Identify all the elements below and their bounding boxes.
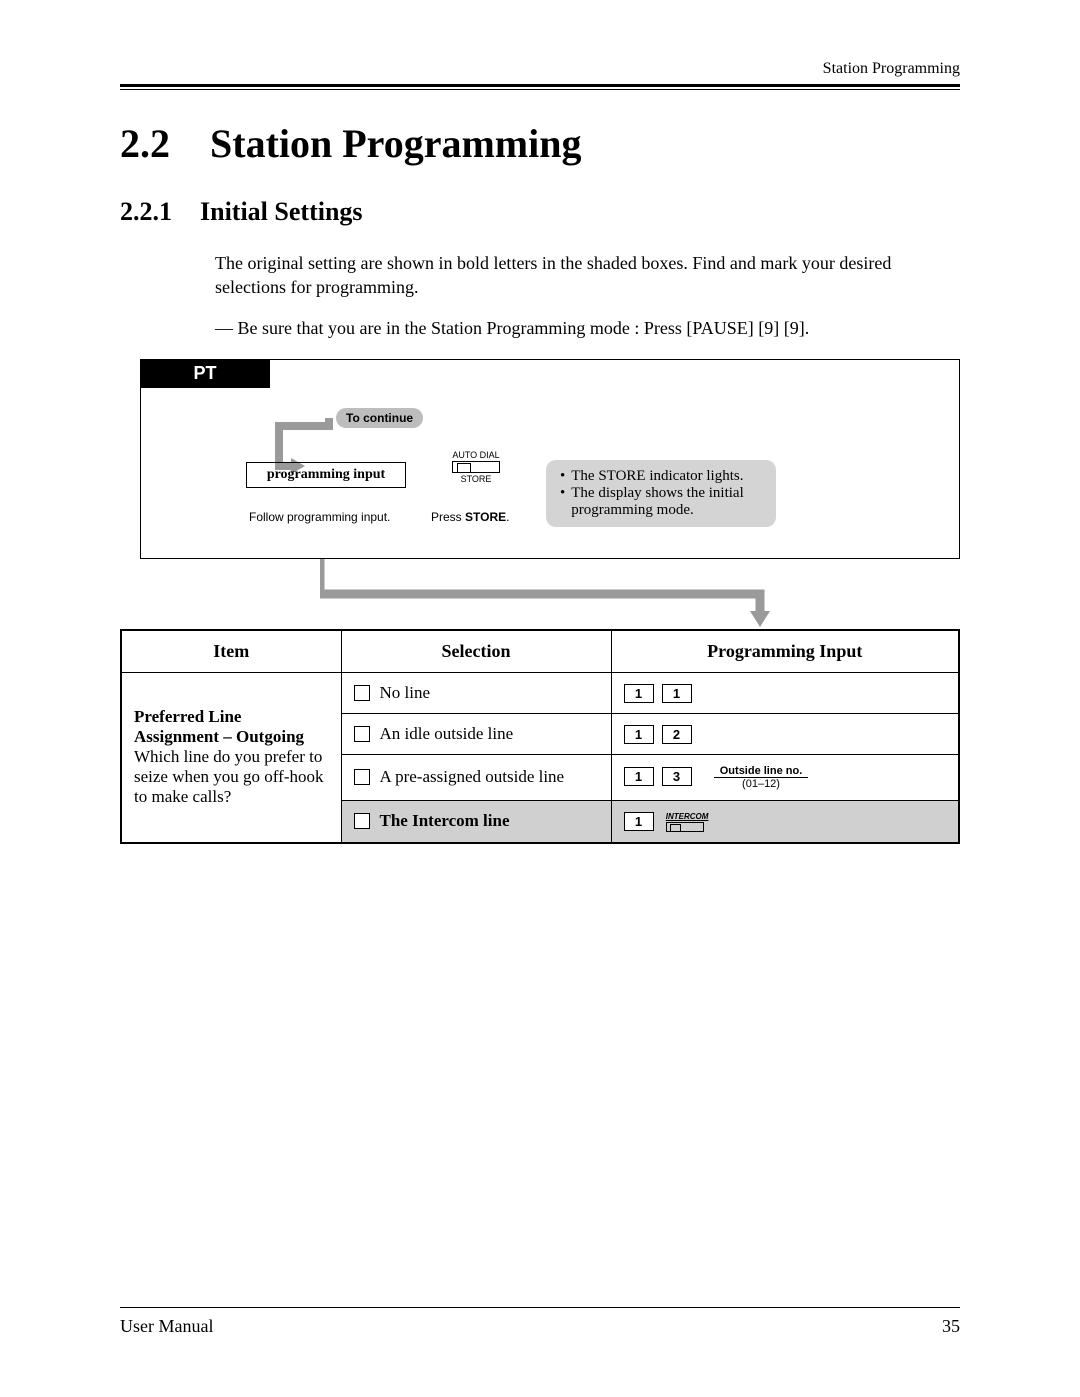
footer-left: User Manual [120, 1316, 213, 1337]
outside-note-range: (01–12) [714, 778, 809, 790]
key-box: 1 [624, 767, 654, 786]
bubble-line-1: The STORE indicator lights. [571, 468, 743, 485]
th-item: Item [121, 630, 341, 673]
auto-dial-label: AUTO DIAL [431, 450, 521, 460]
press-suffix: . [506, 510, 509, 524]
key-box: 2 [662, 725, 692, 744]
top-rule [120, 84, 960, 90]
key-box: 3 [662, 767, 692, 786]
subsection-number: 2.2.1 [120, 197, 200, 227]
intercom-key-icon: INTERCOM [666, 812, 709, 832]
prog-cell: 11 [611, 672, 959, 713]
footer-rule [120, 1307, 960, 1308]
selection-cell: An idle outside line [341, 713, 611, 754]
item-title: Preferred Line Assignment – Outgoing [134, 707, 329, 747]
prog-cell: 13 Outside line no. (01–12) [611, 754, 959, 800]
diagram-area: PT To continue programming input Follow … [120, 359, 960, 629]
selection-label: An idle outside line [380, 724, 514, 744]
follow-caption: Follow programming input. [249, 510, 390, 524]
selection-cell-default: The Intercom line [341, 800, 611, 843]
selection-cell: A pre-assigned outside line [341, 754, 611, 800]
press-bold: STORE [465, 510, 506, 524]
bubble-line-2: The display shows the initial programmin… [571, 485, 762, 519]
pt-tab: PT [140, 359, 270, 388]
selection-cell: No line [341, 672, 611, 713]
connector-arrow-icon [320, 559, 790, 629]
bullet-icon: • [560, 468, 565, 485]
footer-page-number: 35 [942, 1316, 960, 1337]
subsection-heading: 2.2.1Initial Settings [120, 197, 960, 227]
section-heading: 2.2Station Programming [120, 120, 960, 167]
intercom-label: INTERCOM [666, 812, 709, 821]
press-store-caption: Press STORE. [431, 510, 509, 524]
selection-label: No line [380, 683, 431, 703]
key-box: 1 [662, 684, 692, 703]
store-label: STORE [431, 474, 521, 484]
section-number: 2.2 [120, 120, 210, 167]
checkbox-icon[interactable] [354, 685, 370, 701]
prog-cell-default: 1 INTERCOM [611, 800, 959, 843]
checkbox-icon[interactable] [354, 813, 370, 829]
page-footer: User Manual 35 [120, 1307, 960, 1337]
section-title: Station Programming [210, 121, 581, 166]
item-cell: Preferred Line Assignment – Outgoing Whi… [121, 672, 341, 843]
to-continue-pill: To continue [336, 408, 423, 428]
intercom-button-icon [666, 822, 704, 832]
intro-paragraph: The original setting are shown in bold l… [215, 251, 960, 300]
selection-label: A pre-assigned outside line [380, 767, 565, 787]
programming-input-box: programming input [246, 462, 406, 488]
key-box: 1 [624, 725, 654, 744]
key-box: 1 [624, 812, 654, 831]
subsection-title: Initial Settings [200, 197, 363, 226]
checkbox-icon[interactable] [354, 726, 370, 742]
th-selection: Selection [341, 630, 611, 673]
table-row: Preferred Line Assignment – Outgoing Whi… [121, 672, 959, 713]
outside-note-title: Outside line no. [714, 765, 809, 778]
mode-note: — Be sure that you are in the Station Pr… [215, 318, 960, 339]
info-bubble: •The STORE indicator lights. •The displa… [546, 460, 776, 527]
store-key-block: AUTO DIAL STORE [431, 450, 521, 484]
bullet-icon: • [560, 485, 565, 519]
th-prog: Programming Input [611, 630, 959, 673]
outside-line-note: Outside line no. (01–12) [714, 765, 809, 790]
pt-frame: PT To continue programming input Follow … [140, 359, 960, 559]
settings-table: Item Selection Programming Input Preferr… [120, 629, 960, 844]
checkbox-icon[interactable] [354, 769, 370, 785]
item-desc: Which line do you prefer to seize when y… [134, 747, 329, 807]
selection-label: The Intercom line [380, 811, 510, 831]
store-button-icon [452, 461, 500, 473]
key-box: 1 [624, 684, 654, 703]
header-chapter: Station Programming [120, 60, 960, 78]
prog-cell: 12 [611, 713, 959, 754]
press-prefix: Press [431, 510, 465, 524]
